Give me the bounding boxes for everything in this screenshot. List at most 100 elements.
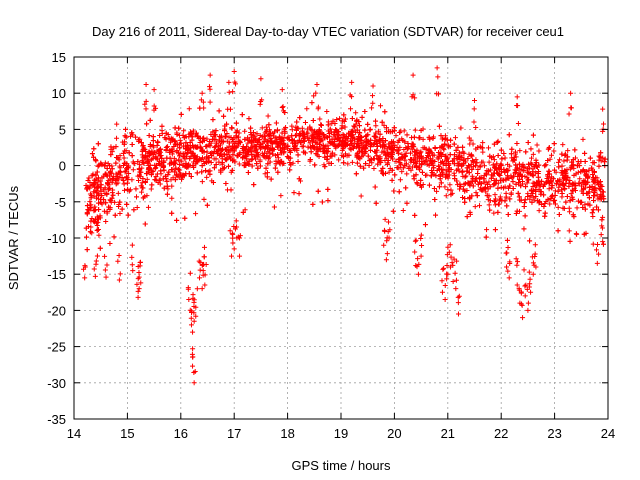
data-point <box>196 258 202 264</box>
data-point <box>213 140 219 146</box>
data-point <box>187 139 193 145</box>
data-point <box>365 153 371 159</box>
data-point <box>536 179 542 185</box>
data-point <box>305 126 311 132</box>
data-point <box>453 147 459 153</box>
data-point <box>534 142 540 148</box>
data-point <box>502 198 508 204</box>
data-point <box>521 267 527 273</box>
data-point <box>138 169 144 175</box>
data-point <box>466 151 472 157</box>
data-point <box>134 204 140 210</box>
data-point <box>185 150 191 156</box>
data-point <box>491 157 497 163</box>
data-point <box>591 174 597 180</box>
x-tick-label: 18 <box>280 426 294 441</box>
data-point <box>216 108 222 114</box>
data-point <box>524 180 530 186</box>
data-point <box>378 143 384 149</box>
data-point <box>133 186 139 192</box>
data-point <box>541 192 547 198</box>
data-point <box>343 139 349 145</box>
data-point <box>264 127 270 133</box>
data-point <box>111 234 117 240</box>
data-point <box>530 151 536 157</box>
data-point <box>327 153 333 159</box>
data-point <box>467 196 473 202</box>
data-point <box>266 154 272 160</box>
data-point <box>94 222 100 228</box>
data-point <box>294 127 300 133</box>
data-point <box>159 123 165 129</box>
data-point <box>183 140 189 146</box>
data-point <box>319 199 325 205</box>
data-point <box>587 185 593 191</box>
data-point <box>319 122 325 128</box>
data-point <box>91 154 97 160</box>
data-point <box>94 227 100 233</box>
data-point <box>121 141 127 147</box>
data-point <box>516 179 522 185</box>
data-point <box>473 163 479 169</box>
data-point <box>271 204 277 210</box>
data-point <box>250 137 256 143</box>
data-point <box>252 154 258 160</box>
data-point <box>333 143 339 149</box>
data-point <box>136 177 142 183</box>
data-point <box>390 208 396 214</box>
data-point <box>600 239 606 245</box>
data-point <box>207 99 213 105</box>
data-point <box>591 193 597 199</box>
data-point <box>287 159 293 165</box>
data-point <box>193 161 199 167</box>
data-point <box>349 94 355 100</box>
data-point <box>362 109 368 115</box>
data-point <box>95 185 101 191</box>
data-point <box>487 207 493 213</box>
data-point <box>530 132 536 138</box>
data-point <box>514 94 520 100</box>
data-point <box>190 346 196 352</box>
data-point <box>545 171 551 177</box>
data-point <box>563 173 569 179</box>
data-point <box>274 127 280 133</box>
data-point <box>292 143 298 149</box>
data-point <box>375 128 381 134</box>
data-point <box>301 143 307 149</box>
data-point <box>182 156 188 162</box>
data-point <box>119 206 125 212</box>
data-point <box>242 207 248 213</box>
data-point <box>259 134 265 140</box>
data-point <box>103 172 109 178</box>
data-point <box>507 183 513 189</box>
data-point <box>233 218 239 224</box>
data-point <box>349 79 355 85</box>
data-point <box>415 256 421 262</box>
data-point <box>140 147 146 153</box>
data-point <box>418 184 424 190</box>
data-point <box>504 250 510 256</box>
data-point <box>553 181 559 187</box>
data-point <box>492 181 498 187</box>
data-point <box>138 183 144 189</box>
data-point <box>138 140 144 146</box>
data-point <box>317 116 323 122</box>
data-point <box>431 165 437 171</box>
data-point <box>275 169 281 175</box>
data-point <box>313 151 319 157</box>
data-point <box>442 283 448 289</box>
data-point <box>223 147 229 153</box>
data-point <box>140 154 146 160</box>
data-point <box>443 193 449 199</box>
data-point <box>341 112 347 118</box>
data-point <box>302 120 308 126</box>
data-point <box>88 205 94 211</box>
data-point <box>485 181 490 187</box>
data-point <box>335 135 341 141</box>
data-point <box>349 159 355 165</box>
data-point <box>115 190 121 196</box>
data-point <box>264 170 270 176</box>
data-point <box>424 172 430 178</box>
data-point <box>287 149 293 155</box>
data-point <box>289 133 295 139</box>
